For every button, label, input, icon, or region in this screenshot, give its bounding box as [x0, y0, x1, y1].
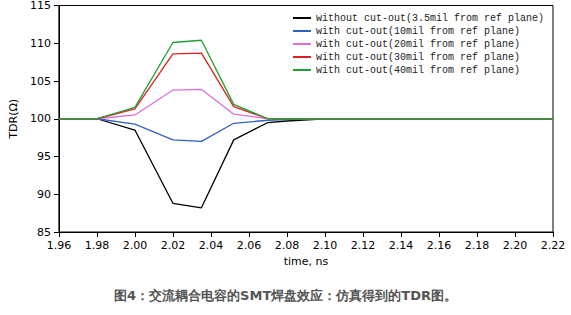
svg-text:图4：交流耦合电容的SMT焊盘效应：仿真得到的TDR图。: 图4：交流耦合电容的SMT焊盘效应：仿真得到的TDR图。: [114, 288, 457, 303]
svg-text:2.22: 2.22: [541, 239, 566, 252]
svg-text:with cut-out(20mil from ref pl: with cut-out(20mil from ref plane): [316, 39, 520, 50]
svg-text:2.06: 2.06: [237, 239, 261, 252]
svg-text:time, ns: time, ns: [284, 255, 329, 268]
svg-text:2.08: 2.08: [275, 239, 300, 252]
svg-text:2.04: 2.04: [199, 239, 224, 252]
svg-text:1.96: 1.96: [47, 239, 72, 252]
svg-text:TDR(Ω): TDR(Ω): [7, 99, 20, 140]
svg-text:105: 105: [30, 75, 51, 88]
svg-text:2.18: 2.18: [465, 239, 490, 252]
svg-text:2.00: 2.00: [123, 239, 148, 252]
svg-text:with cut-out(40mil from ref pl: with cut-out(40mil from ref plane): [316, 65, 520, 76]
svg-text:without cut-out(3.5mil from re: without cut-out(3.5mil from ref plane): [316, 13, 544, 24]
svg-text:with cut-out(30mil from ref pl: with cut-out(30mil from ref plane): [316, 52, 520, 63]
svg-text:115: 115: [30, 0, 51, 12]
svg-text:2.20: 2.20: [503, 239, 528, 252]
svg-text:2.10: 2.10: [313, 239, 338, 252]
svg-text:with cut-out(10mil from ref pl: with cut-out(10mil from ref plane): [316, 26, 520, 37]
svg-text:110: 110: [30, 37, 51, 50]
svg-text:90: 90: [37, 188, 51, 201]
svg-text:95: 95: [37, 150, 51, 163]
svg-text:1.98: 1.98: [85, 239, 110, 252]
svg-text:2.16: 2.16: [427, 239, 452, 252]
svg-text:2.12: 2.12: [351, 239, 376, 252]
svg-text:2.14: 2.14: [389, 239, 414, 252]
svg-text:2.02: 2.02: [161, 239, 186, 252]
svg-text:85: 85: [37, 226, 51, 239]
svg-text:100: 100: [30, 112, 51, 125]
